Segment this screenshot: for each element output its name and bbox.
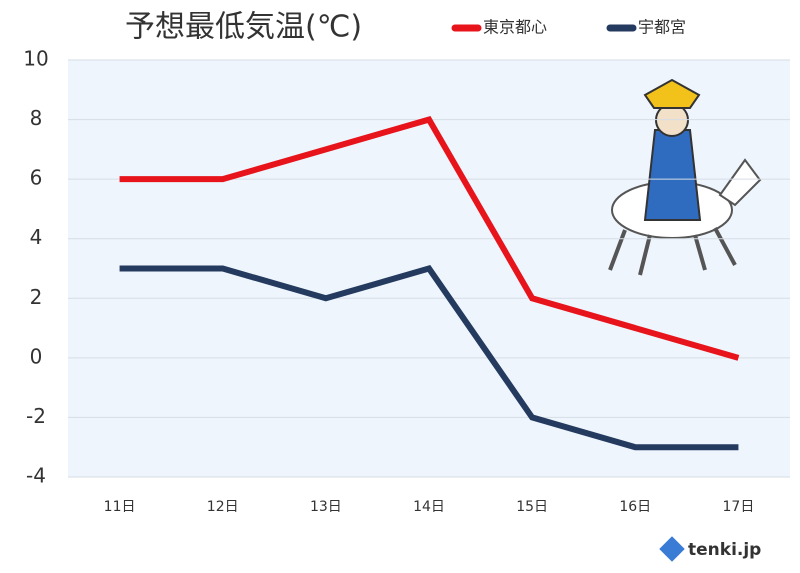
y-tick-label: -2 <box>26 404 46 428</box>
y-tick-label: 0 <box>30 344 43 368</box>
series-line <box>119 116 740 361</box>
x-tick-label: 14日 <box>413 499 445 515</box>
source: tenki.jp <box>688 540 761 560</box>
series-line <box>119 265 739 451</box>
illustration <box>608 78 762 276</box>
y-tick-label: 2 <box>30 285 43 309</box>
y-tick-label: 4 <box>30 225 43 249</box>
x-tick-label: 17日 <box>723 499 755 515</box>
x-tick-label: 13日 <box>310 499 342 515</box>
x-tick-label: 11日 <box>104 499 136 515</box>
y-tick-label: -4 <box>26 464 46 488</box>
y-tick-label: 8 <box>30 106 43 130</box>
chart-title: 予想最低気温(℃) <box>125 10 362 45</box>
legend-label: 東京都心 <box>483 18 547 37</box>
legend-label: 宇都宮 <box>638 18 686 37</box>
source-logo: tenki.jp <box>659 536 761 562</box>
x-tick-label: 12日 <box>207 499 239 515</box>
y-tick-label: 6 <box>30 166 43 190</box>
x-tick-label: 16日 <box>619 499 651 515</box>
x-tick-label: 15日 <box>516 499 548 515</box>
y-tick-label: 10 <box>23 47 48 71</box>
